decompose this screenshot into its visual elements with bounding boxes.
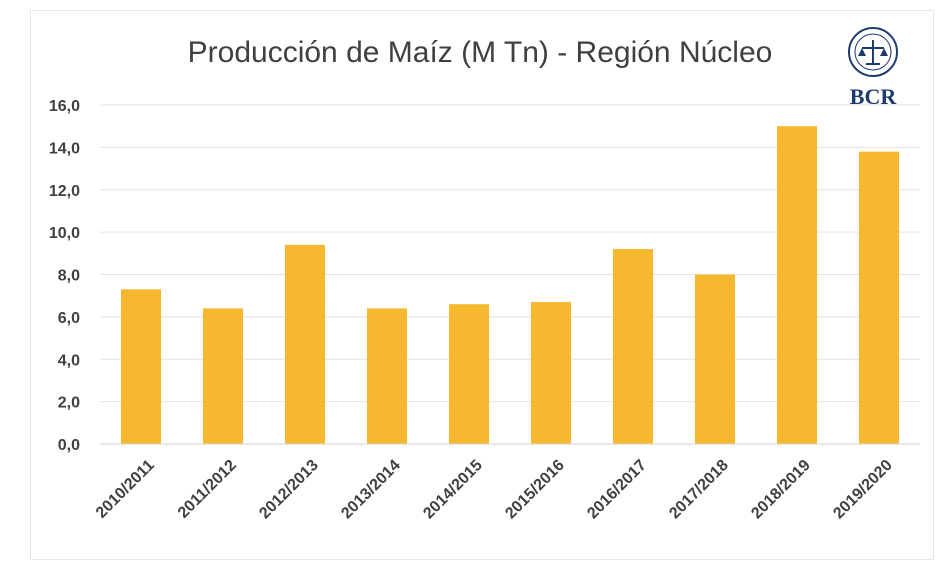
bar-2016-2017 [613,249,653,444]
bar-2010-2011 [121,289,161,444]
bar-2013-2014 [367,308,407,444]
x-axis-ticks: 2010/2011 2011/2012 2012/2013 2013/2014 2014… [93,457,896,523]
x-tick-label: 2019/2020 [830,457,896,523]
bar-2019-2020 [859,151,899,445]
chart-title: Producción de Maíz (M Tn) - Región Núcle… [188,36,773,69]
x-tick-label: 2013/2014 [338,457,404,523]
x-tick-label: 2012/2013 [256,457,322,523]
x-tick-label: 2017/2018 [666,457,732,523]
y-tick-label: 2,0 [58,395,80,412]
y-tick-label: 4,0 [58,352,80,369]
bar-2011-2012 [203,308,243,444]
bcr-logo: BCR [838,26,908,110]
x-tick-label: 2018/2019 [748,457,814,523]
y-axis-ticks: 0,0 2,0 4,0 6,0 8,0 10,0 12,0 14,0 16,0 [49,98,80,454]
bar-2014-2015 [449,304,489,444]
bar-2017-2018 [695,274,735,444]
y-tick-label: 6,0 [58,310,80,327]
bar-2015-2016 [531,302,571,444]
bar-2012-2013 [285,244,325,444]
y-tick-label: 12,0 [49,183,80,200]
x-tick-label: 2016/2017 [584,457,650,523]
y-tick-label: 0,0 [58,437,80,454]
y-tick-label: 14,0 [49,140,80,157]
x-tick-label: 2011/2012 [175,457,240,522]
seal-icon: BCR [848,27,898,109]
bar-2018-2019 [777,126,817,444]
x-tick-label: 2014/2015 [420,457,486,523]
y-tick-label: 10,0 [49,225,80,242]
x-tick-label: 2010/2011 [93,457,158,522]
bars [121,126,899,445]
logo-text: BCR [850,84,898,109]
y-tick-label: 8,0 [58,268,80,285]
y-tick-label: 16,0 [49,98,80,115]
x-tick-label: 2015/2016 [502,457,568,523]
